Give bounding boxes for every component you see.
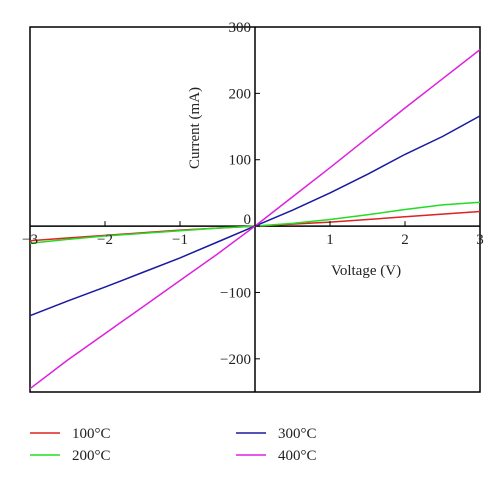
- y-tick-label: 200: [229, 86, 252, 102]
- x-tick-label: −2: [97, 232, 113, 248]
- y-tick-label: −100: [220, 285, 251, 301]
- y-tick-label: −200: [220, 352, 251, 368]
- x-tick-label: −1: [172, 232, 188, 248]
- legend-label: 300°C: [278, 426, 317, 442]
- y-tick-label: 0: [244, 212, 252, 228]
- x-tick-label: −3: [22, 232, 38, 248]
- legend-label: 100°C: [72, 426, 111, 442]
- y-axis-label: Current (mA): [187, 87, 203, 169]
- y-tick-label: 300: [229, 20, 252, 36]
- legend: 100°C 200°C 300°C 400°C: [30, 426, 317, 464]
- y-tick-label: 100: [229, 153, 252, 169]
- x-tick-label: 3: [476, 232, 484, 248]
- legend-label: 400°C: [278, 448, 317, 464]
- x-tick-label: 1: [326, 232, 334, 248]
- x-axis-label: Voltage (V): [331, 263, 401, 279]
- x-tick-label: 2: [401, 232, 409, 248]
- ticks-layer: −3 −2 −1 1 2 3 300 200 100 0 −100 −200: [22, 20, 484, 368]
- legend-label: 200°C: [72, 448, 111, 464]
